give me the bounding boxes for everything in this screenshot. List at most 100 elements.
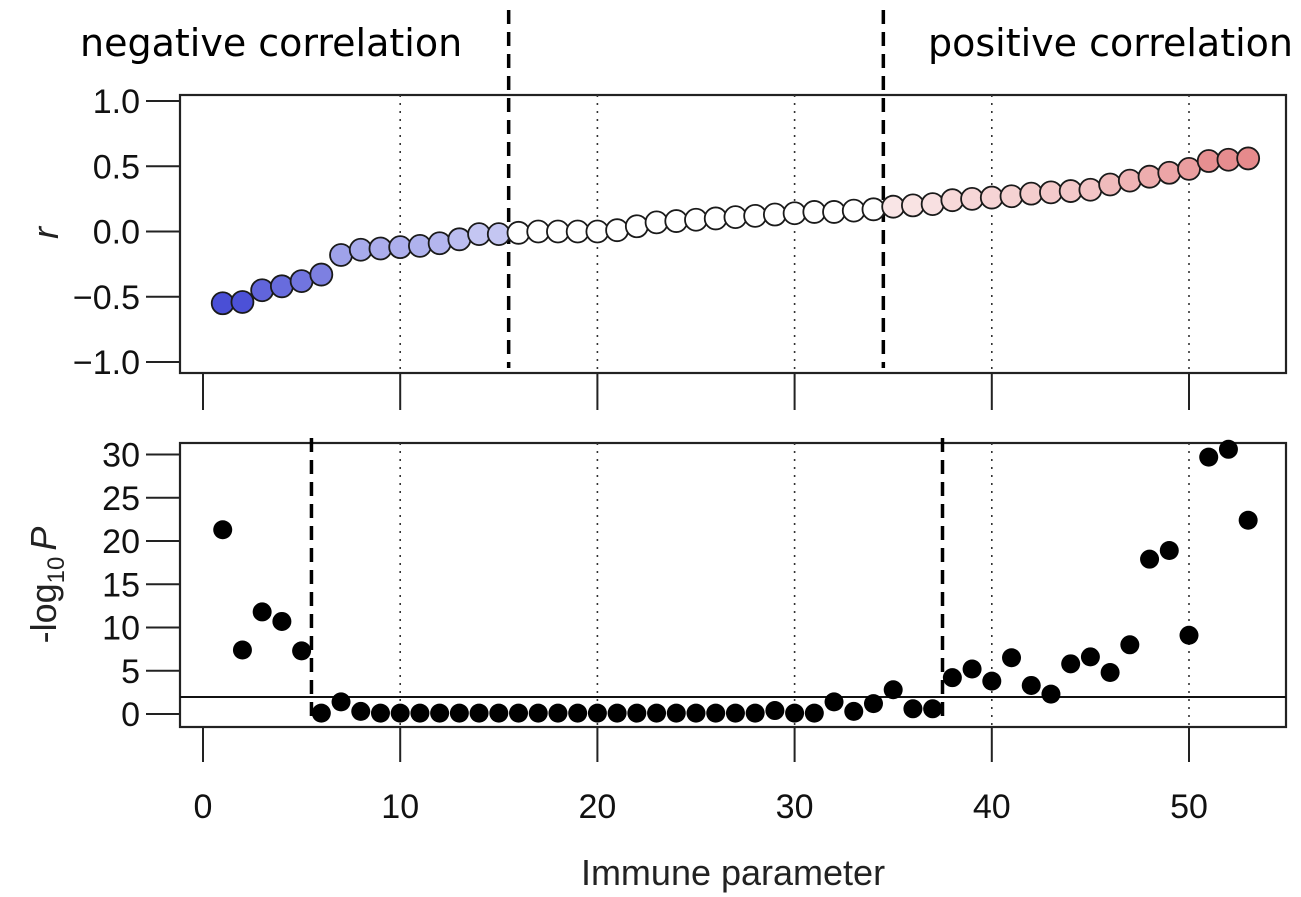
bottom-y-tick-label: 20 — [102, 523, 140, 561]
pvalue-point — [804, 703, 824, 723]
pvalue-point — [666, 703, 686, 723]
bottom-y-tick-label: 25 — [102, 480, 140, 518]
r-point — [309, 262, 334, 287]
r-point — [1157, 160, 1182, 185]
bottom-x-tick-label: 10 — [381, 788, 419, 826]
r-point — [861, 197, 886, 222]
r-point — [1216, 147, 1241, 172]
r-point — [289, 269, 314, 293]
r-point — [822, 200, 846, 224]
pvalue-point — [232, 640, 252, 660]
pvalue-point — [982, 671, 1002, 691]
r-point — [368, 236, 393, 261]
bottom-x-tick-label: 0 — [194, 788, 213, 826]
r-point — [1019, 181, 1044, 206]
r-point — [230, 290, 255, 314]
pvalue-point — [745, 703, 765, 723]
pvalue-point — [923, 699, 943, 719]
r-point — [644, 210, 669, 235]
r-point — [1196, 149, 1221, 173]
r-point — [605, 218, 630, 243]
r-point — [782, 201, 807, 226]
r-point — [585, 219, 610, 244]
pvalue-point — [824, 692, 844, 712]
r-point — [1137, 164, 1162, 189]
bottom-y-tick-label: 5 — [121, 653, 140, 691]
pvalue-point — [509, 703, 529, 723]
bottom-y-tick-label: 15 — [102, 566, 140, 604]
pvalue-point — [528, 703, 548, 723]
pvalue-point — [686, 703, 706, 723]
r-point — [901, 193, 925, 218]
r-point — [467, 222, 491, 247]
pvalue-point — [627, 703, 647, 723]
pvalue-point — [1218, 439, 1238, 459]
bottom-plot-frame — [178, 441, 1288, 729]
pvalue-point — [785, 703, 805, 723]
r-point — [999, 184, 1024, 209]
r-point — [565, 219, 590, 244]
pvalue-point — [706, 703, 726, 723]
r-point — [1177, 156, 1201, 181]
pvalue-point — [213, 520, 233, 540]
bottom-x-tick-label: 30 — [776, 788, 814, 826]
r-point — [684, 207, 708, 232]
pvalue-point — [1159, 541, 1179, 561]
bottom-x-tick-label: 40 — [973, 788, 1011, 826]
r-point — [486, 222, 511, 247]
pvalue-point — [883, 680, 903, 700]
r-point — [526, 219, 551, 244]
pvalue-point — [390, 703, 410, 723]
negative-correlation-label: negative correlation — [80, 21, 462, 65]
top-y-axis-title: r — [25, 225, 66, 239]
pvalue-point — [568, 703, 588, 723]
r-point — [703, 206, 728, 231]
r-point — [762, 202, 787, 227]
pvalue-point — [489, 703, 509, 723]
pvalue-point — [331, 692, 351, 712]
pvalue-point — [765, 701, 785, 721]
pvalue-point — [272, 611, 292, 631]
pvalue-point — [647, 703, 667, 723]
r-point — [1117, 168, 1142, 193]
pvalue-point — [1238, 510, 1258, 530]
r-point — [546, 219, 570, 244]
pvalue-point — [1140, 549, 1160, 569]
pvalue-point — [725, 703, 745, 723]
pvalue-point — [962, 659, 982, 679]
pvalue-point — [548, 703, 568, 723]
r-point — [920, 192, 945, 216]
r-point — [1078, 177, 1103, 202]
top-y-tick-label: 0.0 — [93, 214, 140, 252]
pvalue-point — [252, 602, 272, 622]
pvalue-point — [1002, 648, 1022, 668]
r-point — [1236, 146, 1261, 171]
r-point — [506, 220, 531, 245]
r-point — [427, 231, 452, 256]
top-y-tick-label: 1.0 — [93, 83, 140, 121]
r-point — [269, 274, 294, 299]
r-point — [388, 235, 413, 260]
r-point — [1039, 180, 1063, 205]
pvalue-point — [1199, 447, 1219, 467]
pvalue-point — [410, 703, 430, 723]
r-point — [743, 203, 768, 228]
bottom-y-axis-title: -log10 P — [23, 527, 70, 644]
pvalue-point — [903, 699, 923, 719]
r-point — [447, 227, 472, 252]
r-point — [802, 200, 827, 224]
r-point — [1098, 172, 1123, 197]
pvalue-point — [607, 703, 627, 723]
top-y-tick-label: 0.5 — [93, 148, 140, 186]
pvalue-point — [292, 641, 312, 661]
top-plot-frame — [178, 93, 1288, 375]
pvalue-point — [351, 701, 371, 721]
r-point — [348, 237, 373, 262]
positive-correlation-label: positive correlation — [928, 21, 1293, 65]
r-point — [841, 198, 866, 223]
bottom-x-tick-label: 50 — [1170, 788, 1208, 826]
r-point — [329, 243, 353, 267]
top-y-tick-label: −1.0 — [73, 344, 140, 382]
r-point — [624, 214, 649, 239]
